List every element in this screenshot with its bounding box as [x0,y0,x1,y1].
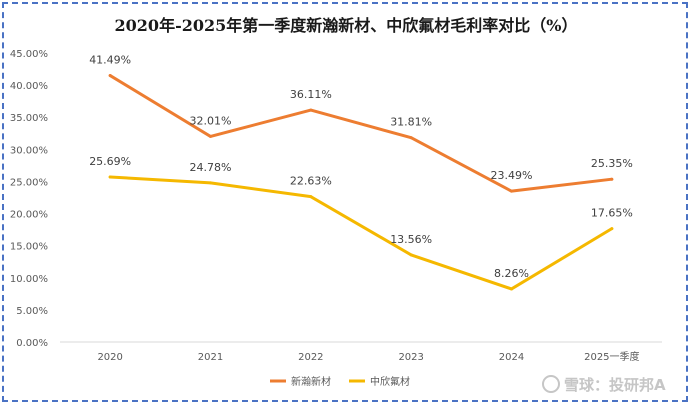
series-1-point [309,108,313,112]
series-2-point [309,195,313,199]
series-layer: 41.49% 32.01% 36.11% 31.81% 23.49% 25.35% 25.6… [89,54,633,291]
x-tick-label: 2020 [97,352,122,363]
y-tick-label: 45.00% [10,49,48,60]
watermark-text: 雪球：投研邦A [564,376,666,394]
data-label: 32.01% [190,114,232,127]
y-tick-label: 40.00% [10,81,48,92]
y-tick-label: 15.00% [10,242,48,253]
y-tick-label: 35.00% [10,113,48,124]
data-label: 41.49% [89,54,131,67]
x-tick-label: 2024 [499,352,524,363]
chart-title: 2020年-2025年第一季度新瀚新材、中欣氟材毛利率对比（%） [115,16,578,35]
series-1-point [108,74,112,78]
legend-label-1: 新瀚新材 [291,375,331,388]
data-label: 13.56% [390,233,432,246]
series-line-2 [108,175,614,291]
y-tick-label: 30.00% [10,145,48,156]
series-1-point [209,134,212,138]
series-2-point [409,253,413,257]
data-label: 25.35% [591,157,633,170]
data-label: 25.69% [89,155,131,168]
series-2-point [108,175,112,179]
axes: 0.00% 5.00% 10.00% 15.00% 20.00% 25.00% 30.00%… [10,49,662,363]
data-label: 8.26% [494,267,529,280]
x-tick-label: 2025一季度 [584,350,639,363]
watermark: 雪球：投研邦A [542,375,666,394]
legend-label-2: 中欣氟材 [370,375,410,388]
chart-frame [2,2,688,402]
x-tick-label: 2022 [298,352,323,363]
series-2-point [510,287,513,291]
y-tick-label: 25.00% [10,177,48,188]
series-2-point [209,181,212,185]
series-line-1 [108,74,614,193]
series-1-point [510,189,513,193]
x-tick-label: 2023 [398,352,423,363]
x-tick-label: 2021 [198,352,223,363]
data-label: 36.11% [290,88,332,101]
y-tick-label: 5.00% [16,306,48,317]
series-1-point [610,177,614,181]
data-label: 24.78% [190,161,232,174]
data-label: 22.63% [290,175,332,188]
series-2-point [610,227,614,231]
data-label: 23.49% [491,169,533,182]
data-label: 31.81% [390,116,432,129]
snowball-logo-icon [542,375,560,393]
y-tick-label: 10.00% [10,274,48,285]
data-label: 17.65% [591,207,633,220]
y-tick-label: 20.00% [10,210,48,221]
series-1-point [409,136,413,140]
legend: 新瀚新材 中欣氟材 [270,375,410,388]
y-tick-label: 0.00% [16,338,48,349]
